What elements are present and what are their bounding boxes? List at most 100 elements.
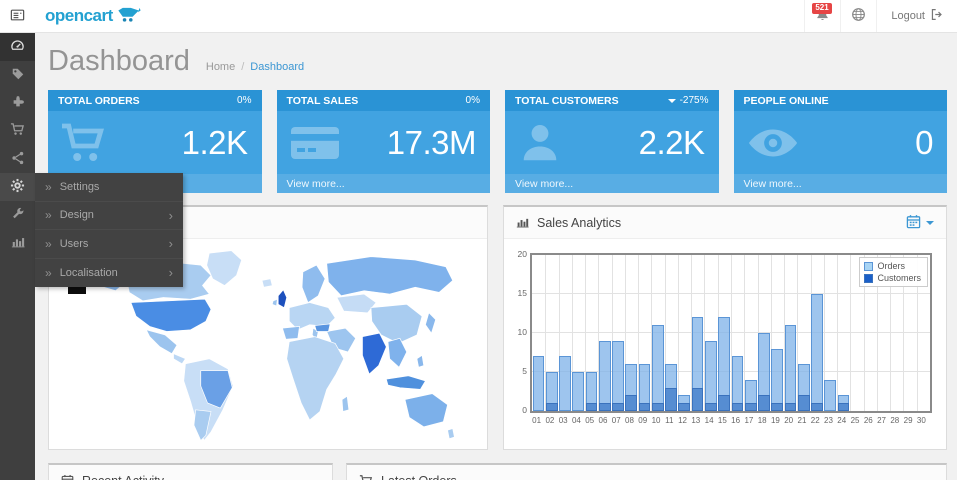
tile-badge: -275%: [667, 95, 709, 106]
tile-badge: 0%: [237, 95, 252, 106]
gridline: [677, 255, 679, 411]
gridline: [532, 293, 930, 294]
page-head: Dashboard Home / Dashboard: [48, 45, 947, 78]
bar-orders: [704, 340, 717, 411]
logo[interactable]: opencart: [35, 0, 151, 32]
angle-double-right-icon: »: [45, 208, 52, 223]
sidebar-item-catalog[interactable]: [0, 61, 35, 89]
sidebar-item-tools[interactable]: [0, 201, 35, 229]
sales-analytics-heading: Sales Analytics: [504, 207, 946, 239]
calendar-icon: [61, 474, 74, 480]
logout-button[interactable]: Logout: [876, 0, 957, 32]
flyout-item-label: Design: [59, 209, 94, 222]
bar-customers: [638, 403, 651, 411]
x-tick-label: 05: [585, 416, 595, 425]
bar-customers: [771, 403, 784, 411]
bar-orders: [559, 356, 571, 411]
bar-customers: [718, 395, 730, 411]
tile-title: PEOPLE ONLINE: [743, 94, 829, 107]
x-tick-label: 04: [571, 416, 581, 425]
tile-header: TOTAL SALES 0%: [276, 90, 490, 111]
gridline: [863, 255, 865, 411]
tile-people-online: PEOPLE ONLINE 0 View more...: [733, 90, 947, 193]
share-icon: [11, 151, 25, 168]
sidebar-item-marketing[interactable]: [0, 145, 35, 173]
x-tick-label: 23: [824, 416, 833, 425]
recent-activity-panel: Recent Activity: [48, 463, 333, 480]
x-tick-label: 29: [903, 416, 913, 425]
puzzle-icon: [11, 95, 25, 112]
bar-customers: [625, 395, 638, 411]
tile-view-more-link[interactable]: View more...: [505, 174, 719, 193]
bar-customers: [744, 403, 757, 411]
sidebar-item-extensions[interactable]: [0, 89, 35, 117]
sidebar-item-reports[interactable]: [0, 229, 35, 257]
logo-text: opencart: [45, 6, 113, 25]
tile-view-more-link[interactable]: View more...: [733, 174, 947, 193]
sidebar-item-dashboard[interactable]: [0, 33, 35, 61]
gridline: [744, 255, 746, 411]
flyout-item-localisation[interactable]: » Localisation ›: [35, 259, 183, 288]
tile-view-more-link[interactable]: View more...: [276, 174, 490, 193]
x-tick-label: 09: [638, 416, 648, 425]
gridline: [876, 255, 878, 411]
globe-icon: [851, 7, 866, 25]
x-tick-label: 11: [665, 416, 674, 425]
notifications-button[interactable]: 521: [804, 0, 840, 32]
breadcrumb-current-link[interactable]: Dashboard: [250, 61, 305, 73]
gridline: [571, 255, 573, 411]
x-tick-label: 17: [744, 416, 754, 425]
bar-customers: [545, 403, 558, 411]
world-map[interactable]: [55, 243, 481, 443]
menu-toggle-button[interactable]: [0, 0, 35, 32]
flyout-item-design[interactable]: » Design ›: [35, 202, 183, 230]
x-tick-label: 18: [757, 416, 767, 425]
notifications-badge: 521: [812, 3, 832, 14]
y-tick-label: 0: [522, 405, 527, 415]
header-actions: 521 Logout: [804, 0, 957, 32]
y-tick-label: 5: [522, 366, 527, 376]
flyout-item-settings[interactable]: » Settings: [35, 173, 183, 202]
bar-customers: [665, 387, 677, 411]
bar-customers: [585, 403, 598, 411]
x-tick-label: 20: [784, 416, 794, 425]
bar-chart-icon: [516, 216, 529, 229]
x-tick-label: 12: [678, 416, 687, 425]
language-button[interactable]: [840, 0, 876, 32]
chevron-right-icon: ›: [168, 265, 173, 281]
system-flyout-menu: » Settings » Design › » Users › » Locali…: [35, 173, 183, 287]
caret-down-icon: [667, 98, 676, 103]
cart-icon: [359, 474, 373, 480]
x-tick-label: 01: [532, 416, 542, 425]
bar-customers: [612, 403, 624, 411]
legend-entry: Orders: [864, 261, 921, 271]
tile-value: 1.2K: [181, 123, 248, 161]
gridline: [598, 255, 600, 411]
flyout-item-users[interactable]: » Users ›: [35, 230, 183, 259]
tile-total-sales: TOTAL SALES 0% 17.3M View more...: [276, 90, 490, 193]
date-range-button[interactable]: [906, 214, 934, 232]
gridline: [624, 255, 626, 411]
bar-orders: [784, 325, 797, 411]
chevron-right-icon: ›: [168, 207, 173, 223]
gridline: [545, 255, 547, 411]
tile-total-customers: TOTAL CUSTOMERS -275% 2.2K View more...: [505, 90, 719, 193]
tile-header: TOTAL ORDERS 0%: [48, 90, 262, 111]
bar-chart-icon: [11, 235, 25, 252]
tile-title: TOTAL ORDERS: [58, 94, 140, 107]
sign-out-icon: [930, 8, 943, 24]
x-tick-label: 27: [877, 416, 886, 425]
sales-analytics-panel: Sales Analytics 0 5 10 15 20 01 02 03 04 05 06 07 0…: [503, 205, 947, 450]
breadcrumb-home-link[interactable]: Home: [205, 61, 236, 73]
x-tick-label: 25: [850, 416, 860, 425]
bar-customers: [678, 403, 691, 411]
bar-orders: [598, 340, 611, 411]
gridline: [837, 255, 839, 411]
x-tick-label: 22: [810, 416, 820, 425]
user-icon: [517, 120, 563, 166]
x-tick-label: 21: [797, 416, 807, 425]
sidebar-item-system[interactable]: [0, 173, 35, 201]
sidebar-item-sales[interactable]: [0, 117, 35, 145]
gridline: [770, 255, 772, 411]
tile-value: 17.3M: [386, 123, 477, 161]
